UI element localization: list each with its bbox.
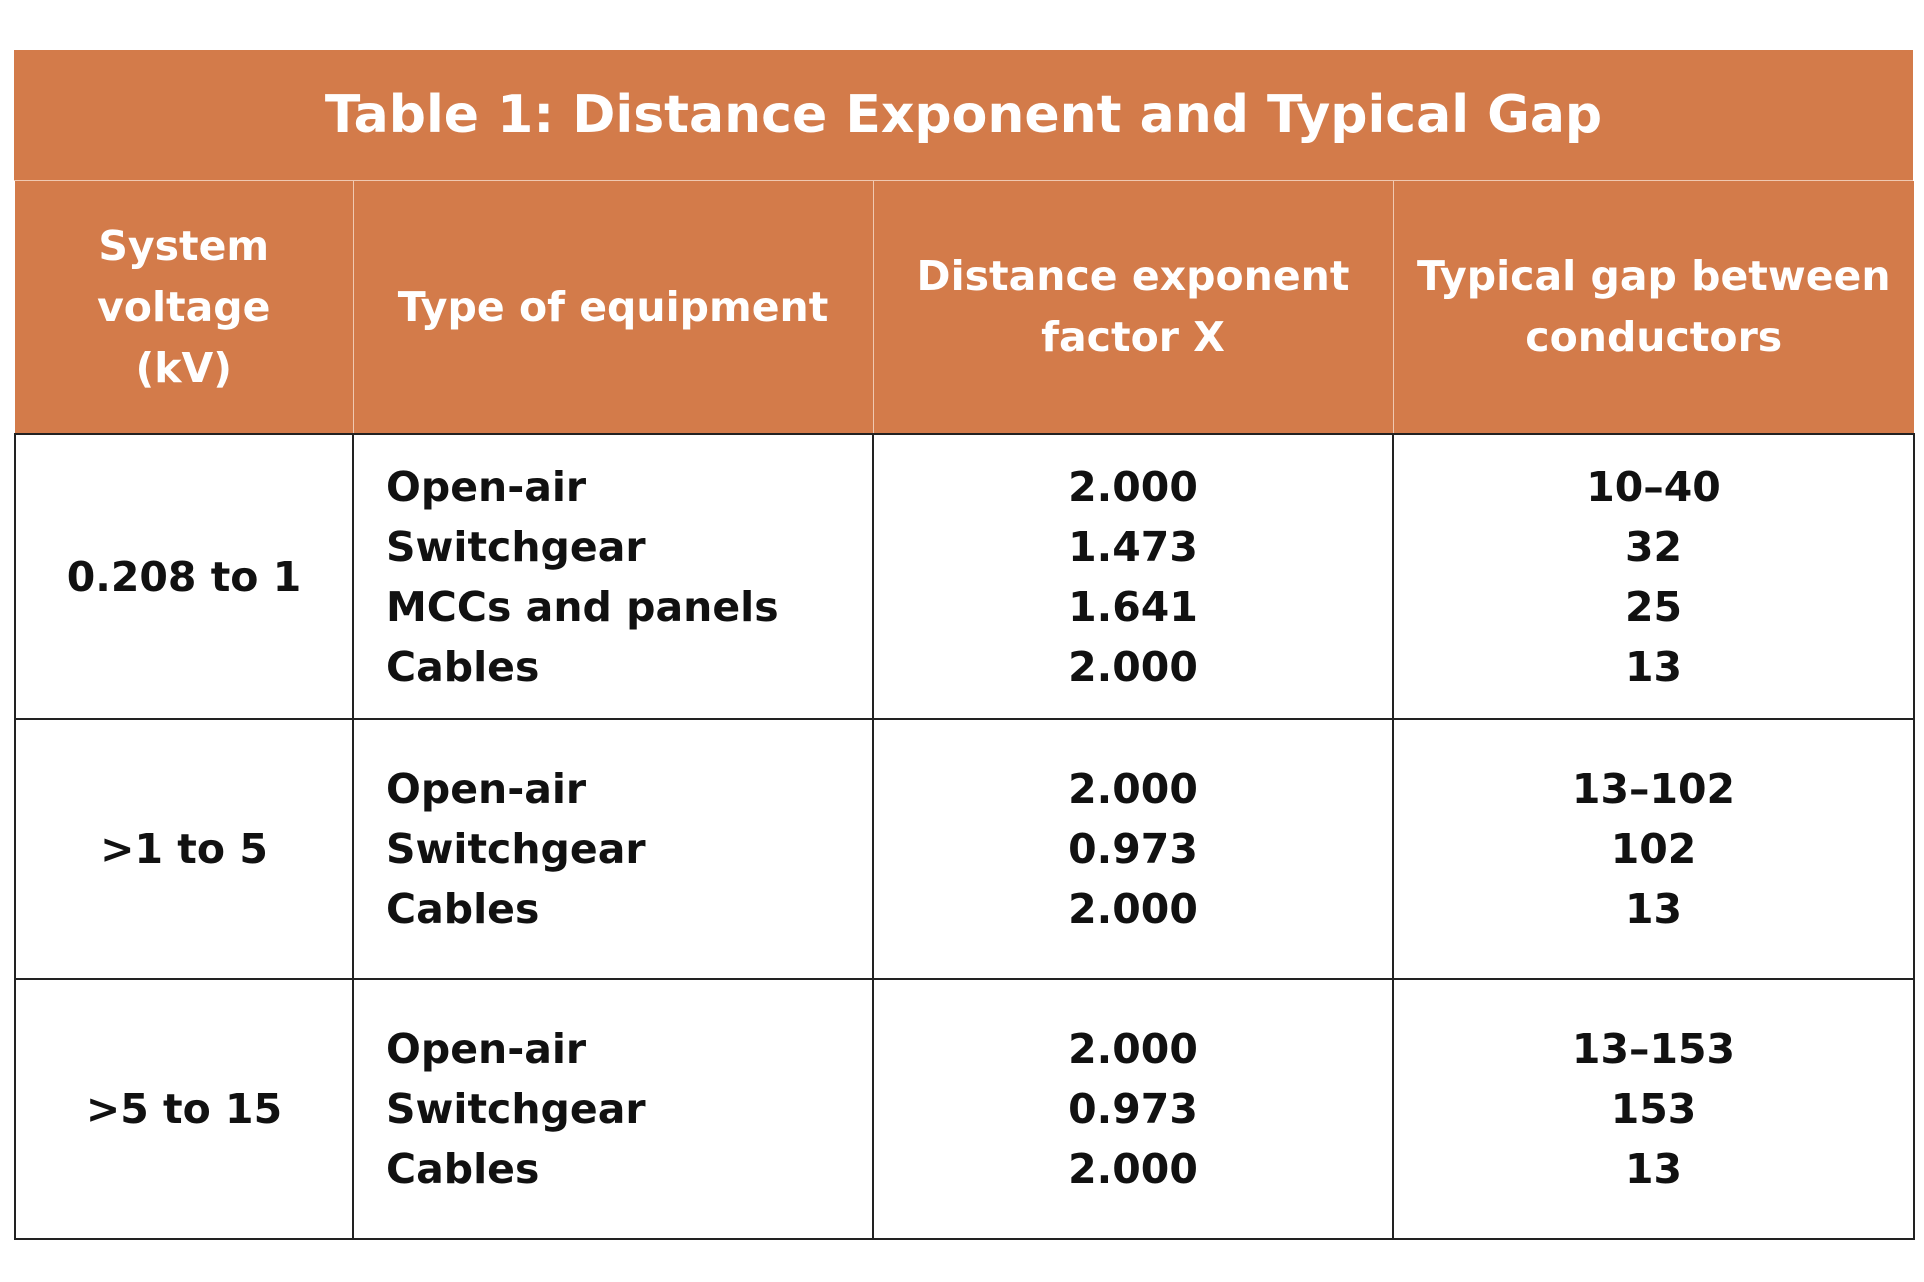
- exponent-cell: 2.000 1.473 1.641 2.000: [872, 433, 1394, 720]
- exponent-value: 2.000: [1068, 462, 1198, 511]
- equipment-item: Cables: [386, 642, 540, 691]
- equipment-item: Switchgear: [386, 522, 646, 571]
- equipment-item: Switchgear: [386, 1085, 646, 1133]
- equipment-item: Cables: [386, 1145, 540, 1193]
- gap-value: 13–102: [1571, 765, 1736, 813]
- gap-value: 13: [1624, 885, 1683, 933]
- gap-value: 13: [1624, 1145, 1683, 1193]
- table-container: Table 1: Distance Exponent and Typical G…: [14, 50, 1915, 1240]
- exponent-cell: 2.000 0.973 2.000: [872, 978, 1394, 1240]
- header-equipment-type: Type of equipment: [352, 181, 874, 434]
- header-voltage-line: (kV): [135, 343, 232, 392]
- table-title: Table 1: Distance Exponent and Typical G…: [14, 50, 1913, 181]
- exponent-value: 2.000: [1068, 765, 1198, 813]
- table-row: >1 to 5 Open-air Switchgear Cables 2.000…: [14, 718, 1915, 980]
- gap-value: 25: [1624, 582, 1683, 631]
- header-voltage-line: voltage: [97, 282, 271, 331]
- table-row: 0.208 to 1 Open-air Switchgear MCCs and …: [14, 433, 1915, 720]
- exponent-value: 2.000: [1068, 1145, 1198, 1193]
- header-system-voltage: System voltage (kV): [15, 181, 354, 434]
- voltage-cell: >5 to 15: [14, 978, 354, 1240]
- exponent-cell: 2.000 0.973 2.000: [872, 718, 1394, 980]
- equipment-item: Cables: [386, 885, 540, 933]
- equipment-cell: Open-air Switchgear MCCs and panels Cabl…: [352, 433, 874, 720]
- header-distance-exponent: Distance exponent factor X: [872, 181, 1394, 434]
- equipment-cell: Open-air Switchgear Cables: [352, 718, 874, 980]
- header-exponent-line: Distance exponent: [916, 252, 1350, 300]
- gap-value: 102: [1610, 825, 1697, 873]
- header-equipment-line: Type of equipment: [397, 282, 829, 331]
- exponent-value: 1.641: [1068, 582, 1198, 631]
- voltage-cell: 0.208 to 1: [14, 433, 354, 720]
- equipment-item: Switchgear: [386, 825, 646, 873]
- table-row: >5 to 15 Open-air Switchgear Cables 2.00…: [14, 978, 1915, 1240]
- exponent-value: 0.973: [1068, 825, 1198, 873]
- gap-cell: 13–153 153 13: [1392, 978, 1915, 1240]
- header-exponent-line: factor X: [1041, 313, 1225, 361]
- exponent-value: 2.000: [1068, 1025, 1198, 1073]
- gap-value: 153: [1610, 1085, 1697, 1133]
- equipment-item: Open-air: [386, 462, 587, 511]
- gap-cell: 13–102 102 13: [1392, 718, 1915, 980]
- equipment-cell: Open-air Switchgear Cables: [352, 978, 874, 1240]
- header-typical-gap: Typical gap between conductors: [1392, 181, 1914, 434]
- header-gap-line: Typical gap between: [1416, 252, 1891, 300]
- equipment-item: Open-air: [386, 765, 587, 813]
- equipment-item: Open-air: [386, 1025, 587, 1073]
- equipment-item: MCCs and panels: [386, 582, 779, 631]
- exponent-value: 2.000: [1068, 642, 1198, 691]
- exponent-value: 1.473: [1068, 522, 1198, 571]
- exponent-value: 0.973: [1068, 1085, 1198, 1133]
- header-row: System voltage (kV) Type of equipment Di…: [15, 181, 1914, 434]
- gap-value: 32: [1624, 522, 1683, 571]
- header-voltage-line: System: [98, 221, 270, 270]
- gap-value: 10–40: [1586, 462, 1721, 511]
- gap-cell: 10–40 32 25 13: [1392, 433, 1915, 720]
- data-table: System voltage (kV) Type of equipment Di…: [14, 181, 1915, 1240]
- gap-value: 13: [1624, 642, 1683, 691]
- exponent-value: 2.000: [1068, 885, 1198, 933]
- header-gap-line: conductors: [1525, 313, 1783, 361]
- gap-value: 13–153: [1571, 1025, 1736, 1073]
- voltage-cell: >1 to 5: [14, 718, 354, 980]
